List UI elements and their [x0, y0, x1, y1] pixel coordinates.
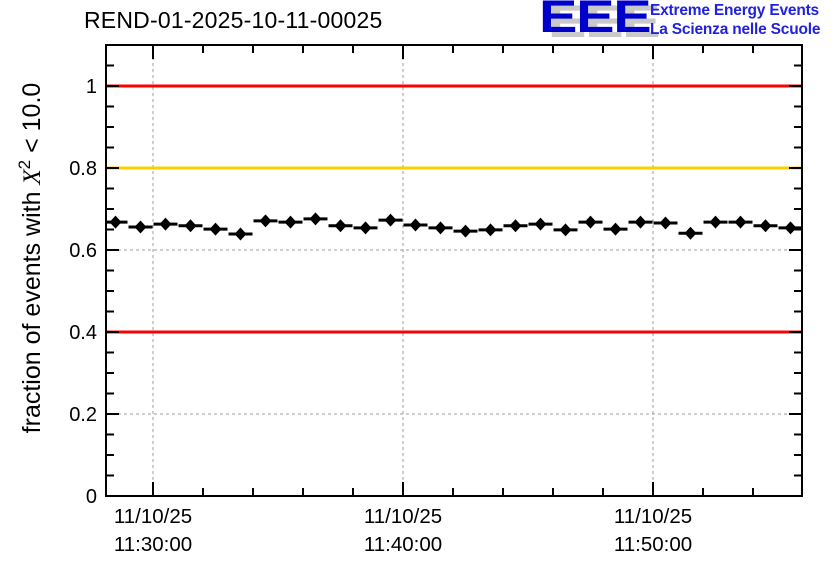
axis-ticks: [106, 45, 802, 496]
data-point: [134, 220, 147, 234]
data-point: [159, 217, 172, 231]
data-point: [234, 227, 247, 241]
x-tick-label-time: 11:40:00: [364, 533, 442, 556]
data-point: [209, 222, 222, 236]
data-point: [634, 215, 647, 229]
data-point: [409, 218, 422, 232]
data-point: [584, 215, 597, 229]
eee-logo-line2: La Scienza nelle Scuole: [650, 20, 821, 38]
y-tick-label: 0.8: [69, 158, 97, 180]
data-point: [709, 215, 722, 229]
gridlines: [106, 45, 802, 496]
data-point: [784, 221, 797, 235]
data-point: [434, 221, 447, 235]
data-point: [509, 219, 522, 233]
y-tick-label: 0.6: [69, 240, 97, 262]
plot-title: REND-01-2025-10-11-00025: [84, 7, 383, 33]
eee-logo-text: Extreme Energy Events La Scienza nelle S…: [650, 2, 820, 39]
data-point: [659, 216, 672, 230]
eee-logo-line1: Extreme Energy Events: [650, 2, 819, 19]
data-point: [484, 223, 497, 237]
data-point: [359, 221, 372, 235]
data-point: [284, 215, 297, 229]
eee-logo-acronym: EEE: [539, 0, 652, 42]
axis-labels: 0 0.2 0.4 0.6 0.8 1 11/10/25 11:30:00 11/10/25 11…: [69, 76, 692, 556]
data-series: [106, 212, 802, 241]
data-point: [384, 213, 397, 227]
plot-frame: [105, 44, 803, 497]
x-tick-label-time: 11:50:00: [614, 533, 692, 556]
data-point: [309, 212, 322, 226]
x-tick-label-date: 11/10/25: [614, 505, 692, 528]
data-point: [734, 215, 747, 229]
x-tick-label-date: 11/10/25: [364, 505, 442, 528]
x-tick-label-date: 11/10/25: [114, 505, 192, 528]
data-point: [184, 219, 197, 233]
y-axis-title: fraction of events with X2 < 10.0: [15, 83, 46, 434]
y-tick-label: 0.2: [69, 404, 97, 426]
y-tick-label: 0: [86, 486, 97, 508]
data-point: [534, 217, 547, 231]
data-point: [609, 222, 622, 236]
data-point: [459, 224, 472, 238]
data-point: [259, 214, 272, 228]
data-point: [559, 223, 572, 237]
reference-lines: [106, 84, 802, 334]
data-point: [334, 219, 347, 233]
y-tick-label: 0.4: [69, 322, 97, 344]
data-point: [759, 219, 772, 233]
data-point: [684, 226, 697, 240]
y-tick-label: 1: [86, 76, 97, 98]
x-tick-label-time: 11:30:00: [114, 533, 192, 556]
data-point: [109, 215, 122, 229]
